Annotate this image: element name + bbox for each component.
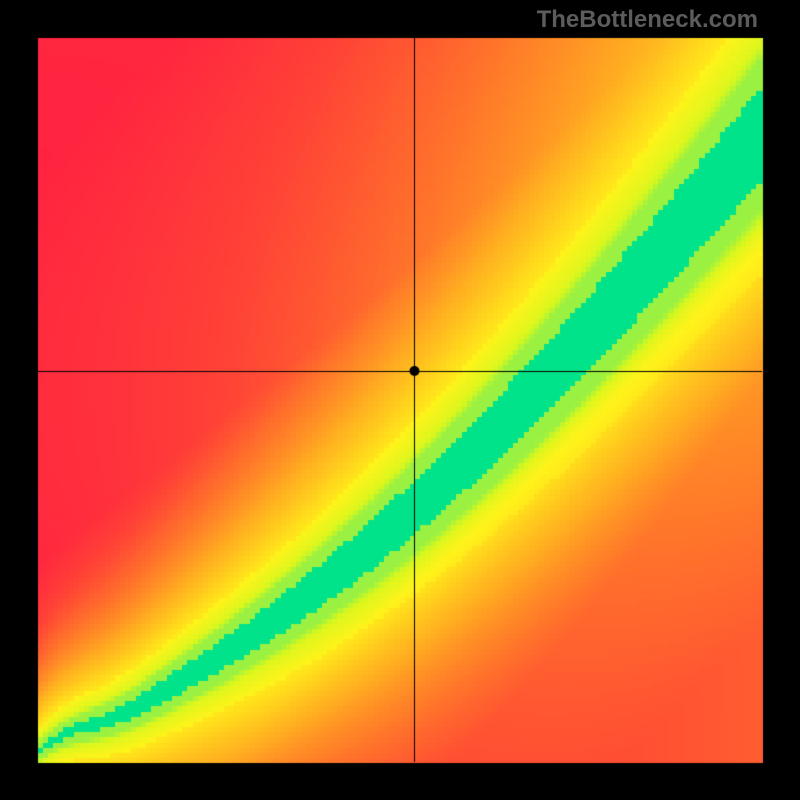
watermark-text: TheBottleneck.com — [537, 6, 758, 34]
bottleneck-heatmap — [0, 0, 800, 800]
figure-container: TheBottleneck.com — [0, 0, 800, 800]
